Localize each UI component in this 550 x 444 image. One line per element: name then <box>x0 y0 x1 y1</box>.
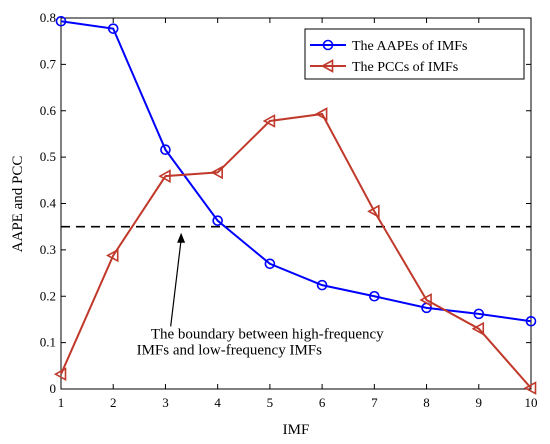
legend-swatch-marker <box>320 59 334 73</box>
series-line <box>60 112 532 389</box>
data-point <box>160 144 171 156</box>
data-point <box>212 215 223 226</box>
y-tick-label: 0.1 <box>40 335 56 350</box>
legend-swatch-marker <box>322 39 334 51</box>
annotation-line-2: IMFs and low-frequency IMFs <box>137 343 323 359</box>
x-axis: 1 2 3 4 5 6 7 8 9 10 <box>58 18 538 410</box>
data-point <box>419 293 432 307</box>
legend-label: The PCCs of IMFs <box>352 60 458 75</box>
data-point <box>53 367 67 382</box>
data-point <box>316 279 328 291</box>
y-tick-label: 0.6 <box>40 103 57 118</box>
data-point <box>106 248 119 263</box>
x-tick-label: 5 <box>267 395 274 410</box>
annotation: The boundary between high-frequency IMFs… <box>137 232 384 359</box>
data-point <box>107 23 119 34</box>
x-tick-label: 1 <box>58 395 65 410</box>
y-tick-label: 0 <box>50 381 57 396</box>
legend: The AAPEs of IMFs The PCCs of IMFs <box>304 28 525 80</box>
y-tick-label: 0.2 <box>40 288 56 303</box>
series-group <box>53 15 537 395</box>
legend-label: The AAPEs of IMFs <box>352 39 468 54</box>
y-tick-label: 0.4 <box>40 196 57 211</box>
x-tick-label: 7 <box>371 395 378 410</box>
x-tick-label: 6 <box>319 395 326 410</box>
plot-area <box>60 17 532 390</box>
data-point <box>523 381 537 395</box>
data-point <box>369 290 380 302</box>
data-point <box>367 204 380 219</box>
y-axis-label: AAPE and PCC <box>10 156 26 253</box>
data-point <box>471 321 485 336</box>
data-point <box>210 165 223 180</box>
y-tick-label: 0.8 <box>40 10 56 25</box>
data-point <box>55 15 67 27</box>
data-point <box>525 315 537 327</box>
x-axis-label: IMF <box>283 422 310 438</box>
data-point <box>473 308 485 320</box>
x-tick-label: 9 <box>476 395 483 410</box>
data-point <box>264 258 276 270</box>
data-point <box>158 169 171 183</box>
data-point <box>314 107 328 121</box>
legend-box <box>304 28 525 80</box>
x-tick-label: 3 <box>162 395 169 410</box>
y-tick-label: 0.5 <box>40 149 56 164</box>
x-tick-label: 8 <box>423 395 430 410</box>
annotation-arrowhead <box>177 232 186 243</box>
annotation-arrow <box>170 239 182 327</box>
series-2 <box>53 107 537 395</box>
y-axis: 0 0.1 0.2 0.3 0.4 0.5 0.6 0.7 0.8 <box>40 10 531 396</box>
series-line <box>60 20 532 323</box>
x-tick-label: 4 <box>214 395 221 410</box>
y-tick-label: 0.7 <box>40 56 57 71</box>
x-tick-label: 2 <box>110 395 117 410</box>
x-tick-label: 10 <box>525 395 538 410</box>
data-point <box>262 114 276 128</box>
y-tick-label: 0.3 <box>40 242 56 257</box>
annotation-line-1: The boundary between high-frequency <box>151 326 384 342</box>
